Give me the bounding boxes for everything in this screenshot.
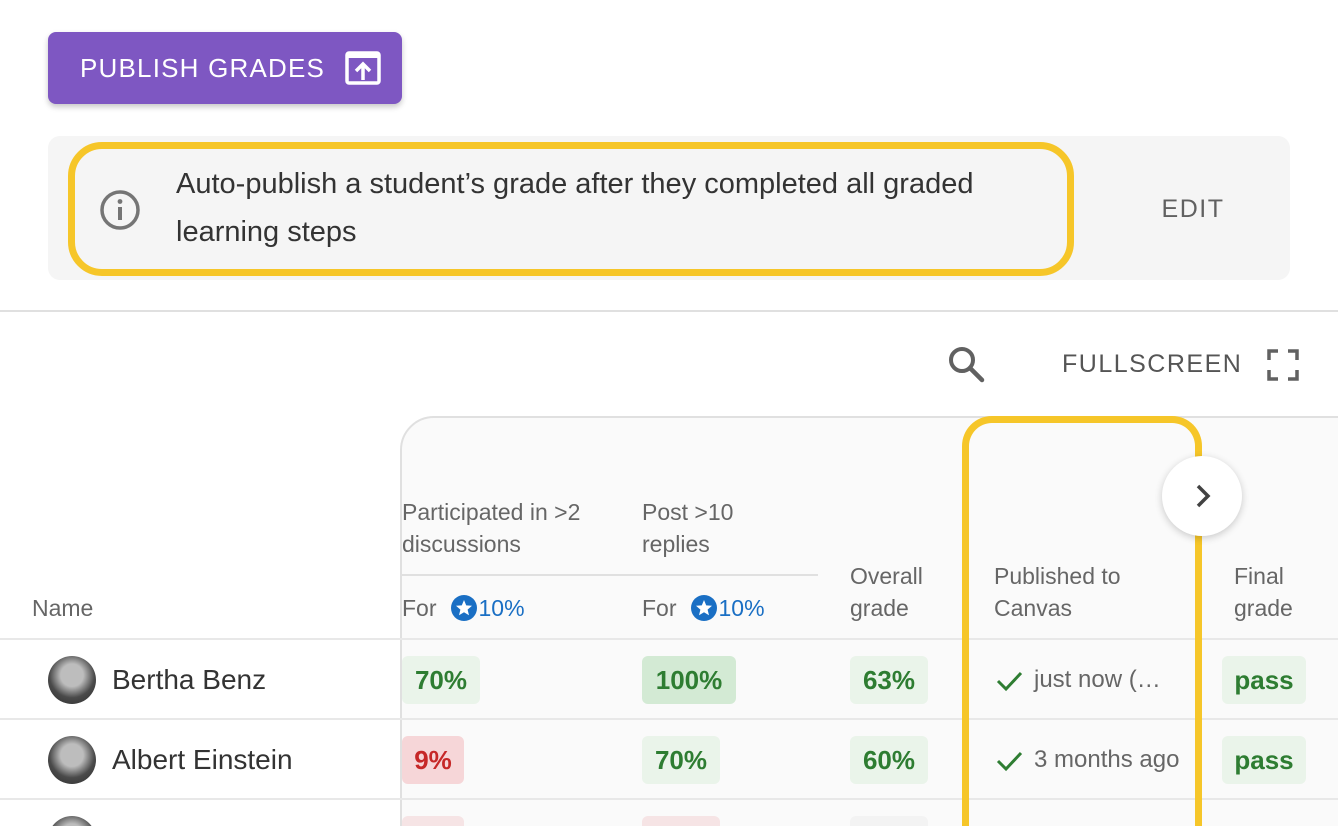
- published-time: 3 months ago: [1034, 746, 1180, 773]
- weight-posts: For 10%: [642, 592, 765, 624]
- column-header-name[interactable]: Name: [32, 595, 94, 621]
- banner-highlight-outline: [68, 142, 1074, 276]
- section-divider: [0, 310, 1338, 312]
- overall-grade-chip[interactable]: 63%: [850, 656, 928, 704]
- search-icon[interactable]: [944, 342, 988, 386]
- column-header-participated[interactable]: Participated in >2 discussions: [402, 499, 581, 557]
- auto-publish-text: Auto-publish a student’s grade after the…: [176, 168, 974, 248]
- grade-chip[interactable]: 9%: [402, 736, 464, 784]
- published-time: just now (…: [1034, 666, 1161, 693]
- star-badge-icon: [450, 595, 477, 621]
- published-column-highlight: [962, 416, 1202, 826]
- chevron-right-icon: [1196, 484, 1211, 508]
- student-name[interactable]: Bertha Benz: [112, 664, 267, 695]
- publish-upload-icon: [345, 51, 381, 85]
- published-status: 3 months ago: [994, 740, 1179, 780]
- grade-chip-partial: [402, 816, 464, 826]
- column-header-posts[interactable]: Post >10 replies: [642, 499, 734, 557]
- grade-chip[interactable]: 70%: [402, 656, 480, 704]
- grade-chip[interactable]: 100%: [642, 656, 736, 704]
- fullscreen-button[interactable]: FULLSCREEN: [1050, 340, 1312, 388]
- header-divider: [0, 638, 1338, 640]
- weight-participated: For 10%: [402, 592, 525, 624]
- info-icon: [100, 190, 140, 230]
- student-name[interactable]: Albert Einstein: [112, 744, 293, 775]
- fullscreen-label: FULLSCREEN: [1062, 349, 1243, 378]
- star-badge-icon: [690, 595, 717, 621]
- column-header-published[interactable]: Published to Canvas: [994, 563, 1121, 621]
- row-divider: [0, 798, 1338, 800]
- grade-chip[interactable]: 70%: [642, 736, 720, 784]
- column-group-underline: [400, 574, 818, 576]
- fullscreen-icon: [1267, 349, 1299, 381]
- column-header-overall[interactable]: Overall grade: [850, 563, 923, 621]
- weight-value: 10%: [718, 594, 765, 621]
- weight-value: 10%: [478, 594, 525, 621]
- final-grade-chip[interactable]: pass: [1222, 736, 1306, 784]
- auto-publish-banner: [48, 136, 1290, 280]
- weight-prefix: For: [402, 594, 437, 621]
- overall-grade-chip[interactable]: 60%: [850, 736, 928, 784]
- edit-auto-publish-button[interactable]: EDIT: [1130, 188, 1256, 230]
- column-header-final[interactable]: Final grade: [1234, 563, 1293, 621]
- check-icon: [996, 751, 1023, 772]
- weight-prefix: For: [642, 594, 677, 621]
- avatar: [48, 816, 96, 826]
- final-grade-chip[interactable]: pass: [1222, 656, 1306, 704]
- publish-grades-button[interactable]: PUBLISH GRADES: [48, 32, 402, 104]
- scroll-right-button[interactable]: [1162, 456, 1242, 536]
- row-divider: [0, 718, 1338, 720]
- publish-grades-label: PUBLISH GRADES: [80, 52, 326, 83]
- published-status: just now (…: [994, 660, 1161, 700]
- avatar: [48, 656, 96, 704]
- grade-chip-partial: [850, 816, 928, 826]
- grade-chip-partial: [642, 816, 720, 826]
- check-icon: [996, 671, 1023, 692]
- avatar: [48, 736, 96, 784]
